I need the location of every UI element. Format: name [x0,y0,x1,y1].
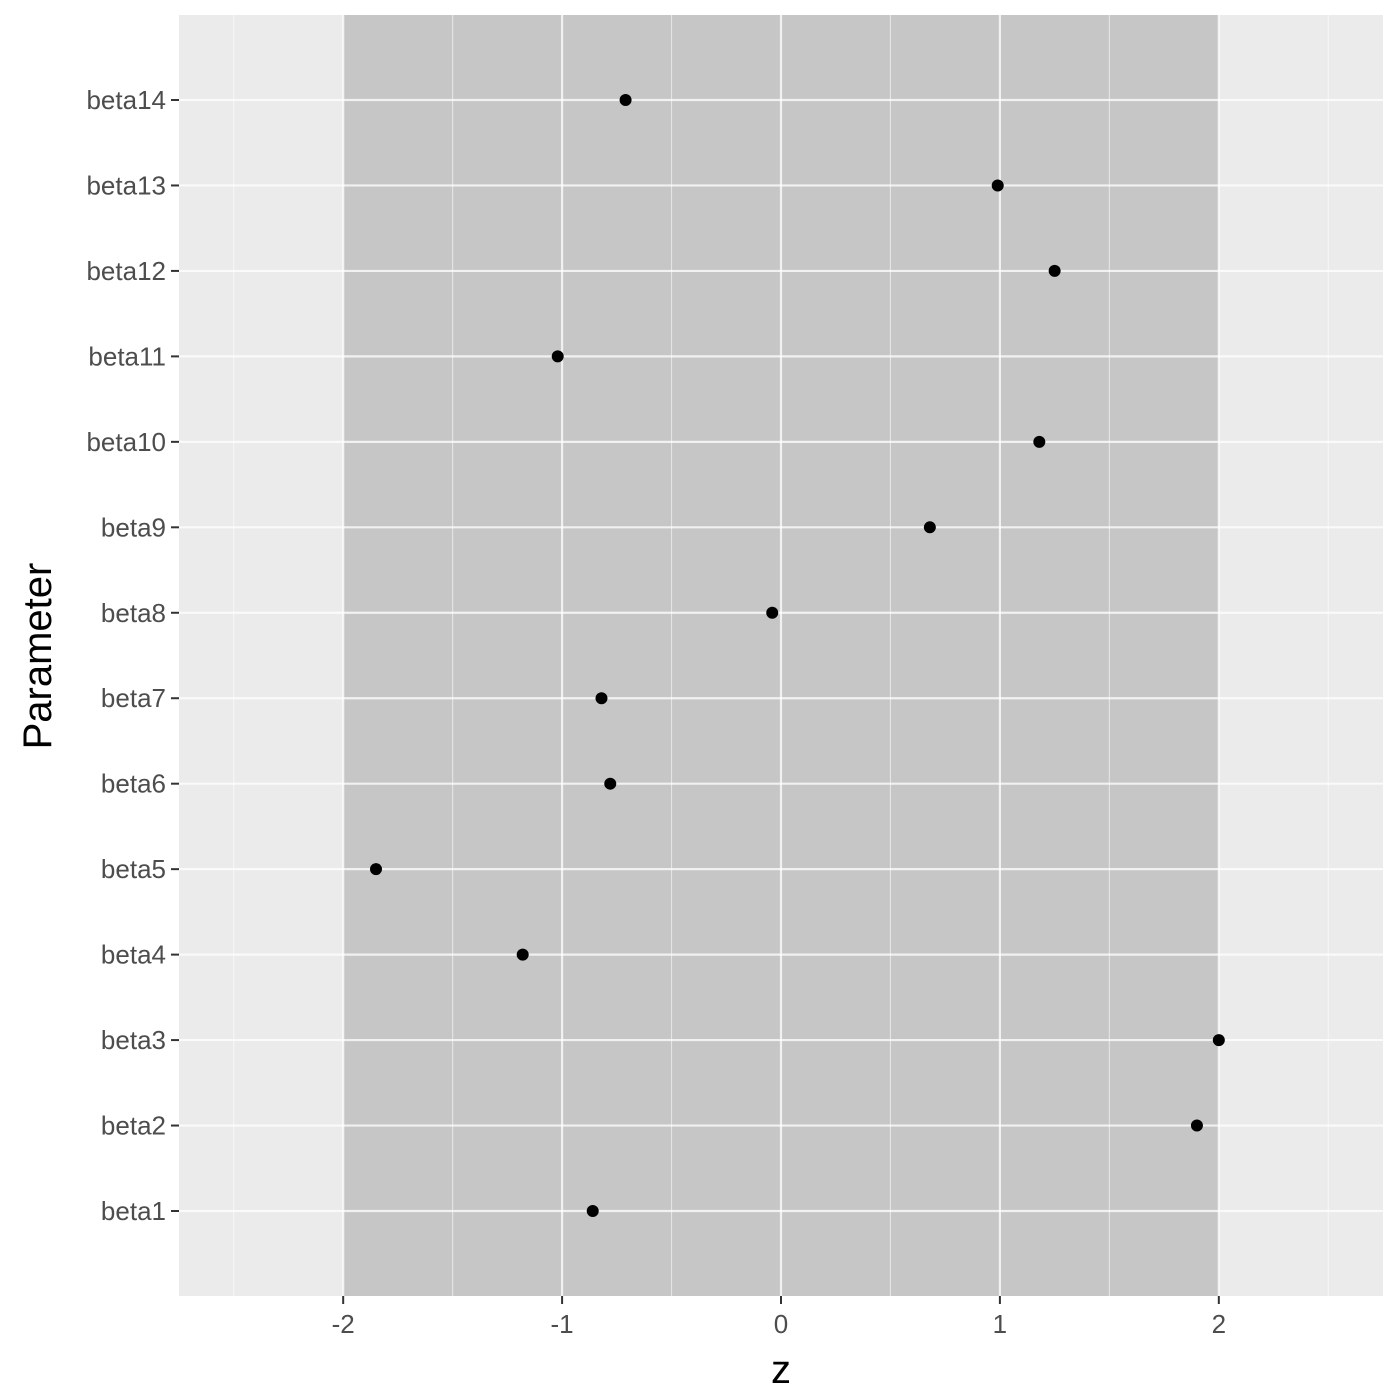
y-tick-label: beta7 [101,683,166,713]
y-tick-label: beta2 [101,1111,166,1141]
y-axis-title: Parameter [16,563,60,750]
data-point-beta8 [766,606,779,619]
data-point-beta5 [370,863,383,876]
x-axis: -2 -1 0 1 2 [332,1296,1226,1339]
data-point-beta1 [586,1205,599,1217]
y-tick-label: beta4 [101,940,166,970]
x-tick-label: 0 [774,1309,788,1339]
x-tick-label: -1 [551,1309,574,1339]
data-point-beta7 [595,692,608,705]
y-tick-label: beta11 [88,341,166,371]
data-point-beta14 [619,94,632,106]
x-axis-title: z [771,1348,791,1392]
y-tick-label: beta8 [101,598,166,628]
data-point-beta12 [1048,264,1061,277]
y-tick-label: beta9 [101,512,166,542]
y-tick-label: beta5 [101,854,166,884]
data-point-beta13 [991,179,1004,192]
y-tick-label: beta10 [86,427,166,457]
data-point-beta11 [551,350,564,363]
y-tick-label: beta3 [101,1025,166,1055]
y-tick-label: beta6 [101,769,166,799]
data-points [370,94,1225,1217]
x-tick-label: 2 [1212,1309,1226,1339]
data-point-beta6 [604,777,617,790]
data-point-beta10 [1033,435,1046,448]
data-point-beta9 [923,521,936,534]
data-point-beta4 [516,948,529,961]
x-tick-label: -2 [332,1309,355,1339]
data-point-beta3 [1212,1034,1225,1047]
x-tick-label: 1 [993,1309,1007,1339]
y-tick-label: beta12 [86,256,166,286]
y-axis: beta1 beta2 beta3 beta4 beta5 beta6 beta7 beta8… [86,85,179,1226]
y-tick-label: beta14 [86,85,166,115]
data-point-beta2 [1190,1119,1203,1132]
y-tick-label: beta1 [101,1196,166,1226]
y-tick-label: beta13 [86,170,166,200]
plot-panel [179,15,1383,1296]
